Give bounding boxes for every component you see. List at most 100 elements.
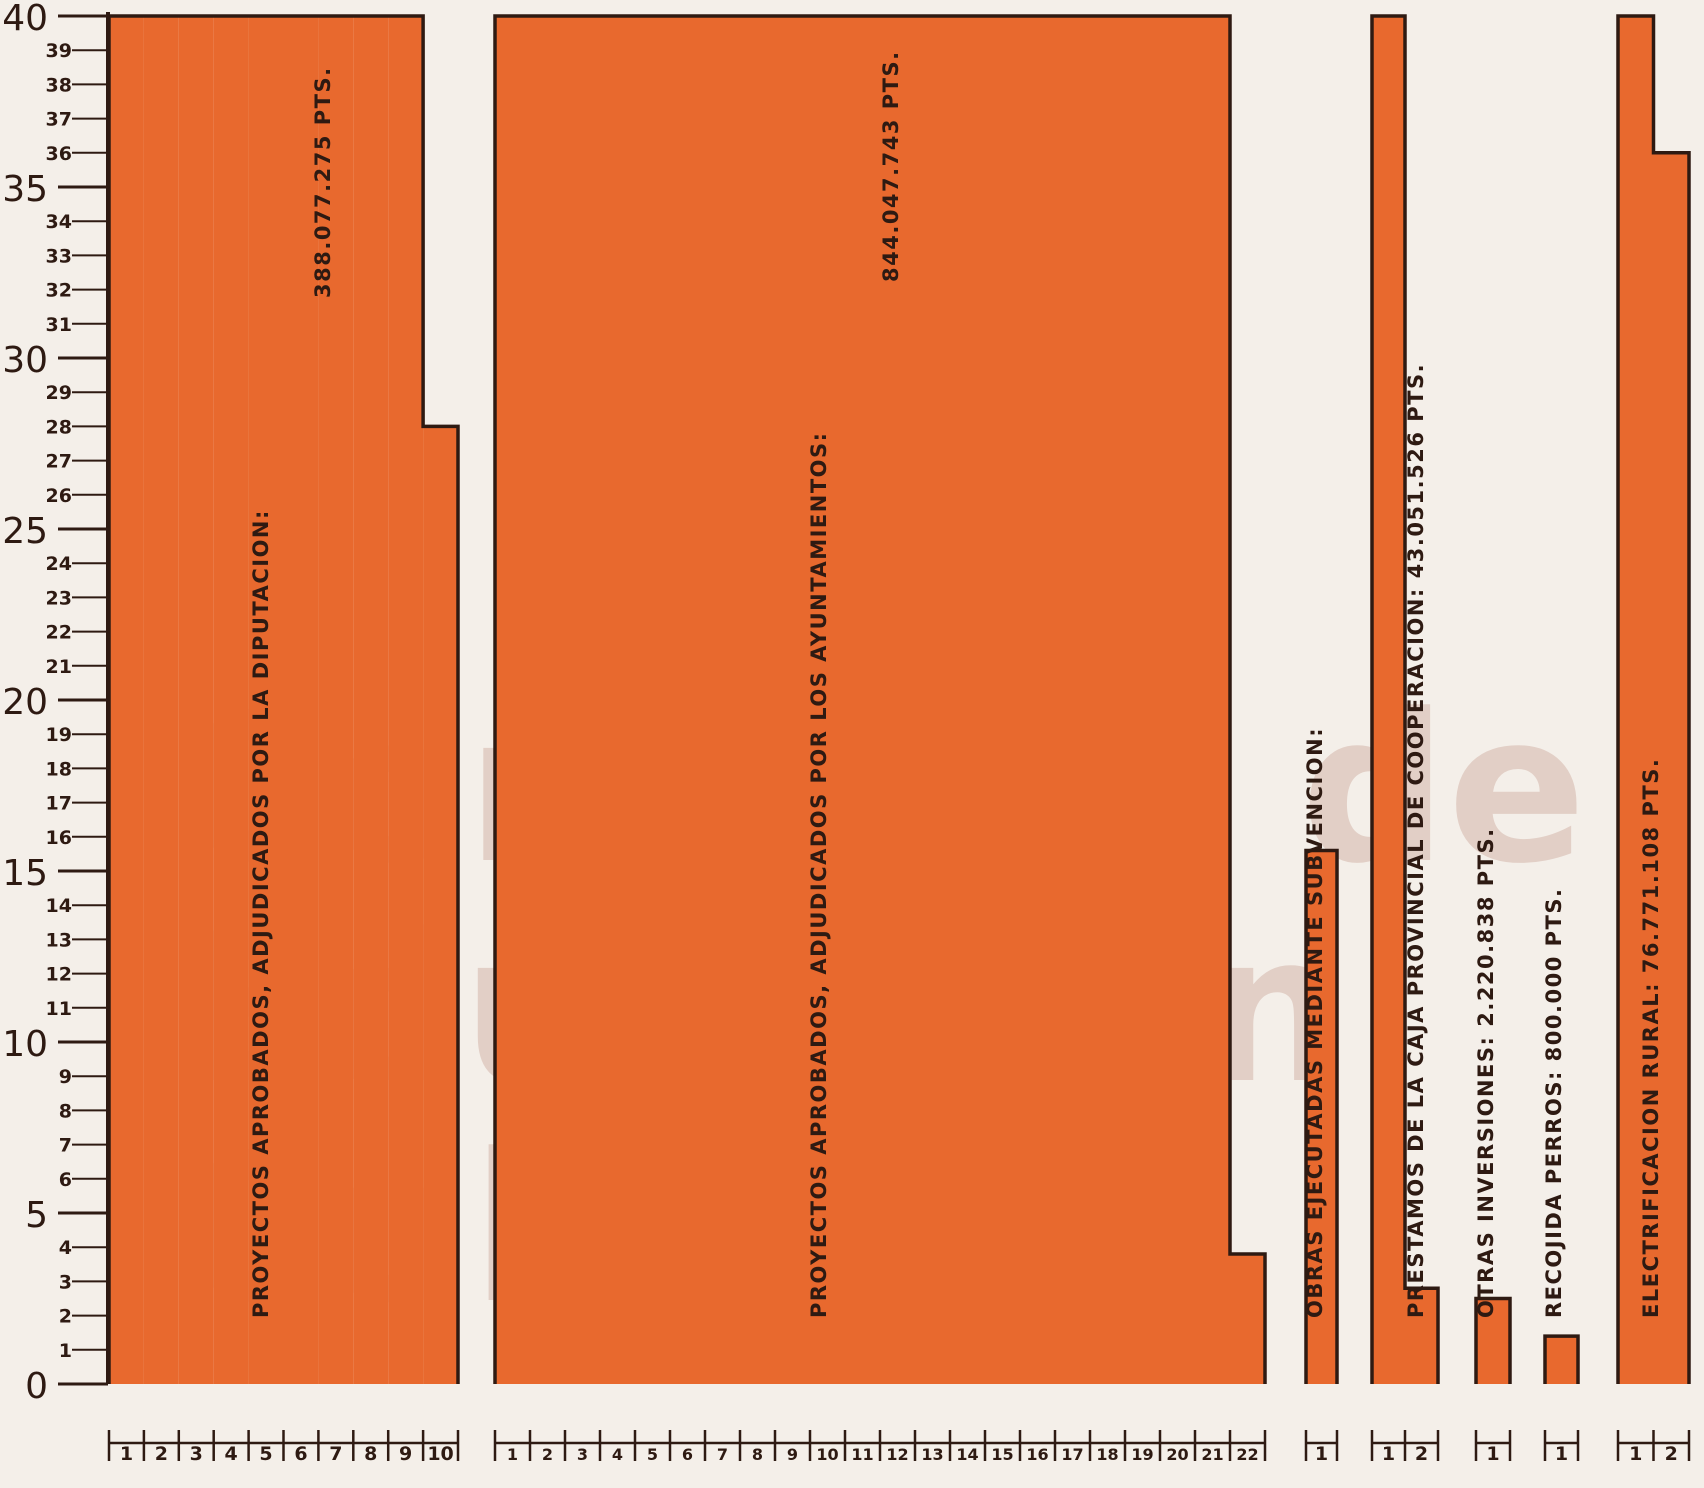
bar-ayuntamientos-13 (915, 16, 950, 1384)
bar-ayuntamientos-5 (635, 16, 670, 1384)
unit-scale-label: 8 (752, 1445, 763, 1464)
bar-perros-1 (1545, 1336, 1578, 1384)
y-tick-label: 9 (59, 1066, 72, 1088)
y-tick-label: 26 (46, 485, 72, 507)
bar-inversiones-1 (1476, 1298, 1510, 1384)
bar-ayuntamientos-3 (565, 16, 600, 1384)
bar-ayuntamientos-1 (495, 16, 530, 1384)
y-tick-label: 27 (46, 451, 72, 473)
y-tick-label: 10 (2, 1024, 48, 1065)
unit-scale-label: 21 (1201, 1445, 1223, 1464)
bar-diputacion-2 (143, 16, 179, 1384)
unit-scale-label: 2 (1415, 1443, 1428, 1465)
unit-scale-label: 9 (399, 1443, 412, 1465)
unit-scale-label: 1 (1315, 1443, 1328, 1465)
bar-diputacion-9 (388, 16, 424, 1384)
unit-scale-label: 15 (991, 1445, 1013, 1464)
bar-outline-subvencion (1304, 848, 1339, 1384)
y-tick-label: 3 (59, 1271, 72, 1293)
y-tick-label: 31 (46, 314, 72, 336)
unit-scale-label: 11 (851, 1445, 873, 1464)
bar-amount-diputacion: 388.077.275 PTS. (311, 66, 335, 298)
bar-ayuntamientos-20 (1160, 16, 1195, 1384)
unit-scale-label: 18 (1096, 1445, 1118, 1464)
unit-scale-label: 19 (1131, 1445, 1153, 1464)
y-tick-label: 19 (46, 724, 72, 746)
y-axis: 0510152025303540123467891112131416171819… (2, 0, 110, 1407)
bar-label-inversiones: OTRAS INVERSIONES: 2.220.838 PTS. (1474, 827, 1498, 1318)
bar-electrificacion-1 (1618, 16, 1654, 1384)
bar-outline-electrificacion (1616, 14, 1691, 1384)
bar-ayuntamientos-6 (670, 16, 705, 1384)
bar-label-perros: RECOJIDA PERROS: 800.000 PTS. (1542, 888, 1566, 1318)
y-tick-label: 18 (46, 758, 72, 780)
y-tick-label: 36 (46, 143, 72, 165)
y-tick-label: 14 (46, 895, 72, 917)
bar-group-inversiones: OTRAS INVERSIONES: 2.220.838 PTS. (1474, 827, 1512, 1384)
unit-scale-label: 10 (427, 1443, 453, 1465)
bar-group-perros: RECOJIDA PERROS: 800.000 PTS. (1542, 888, 1580, 1384)
bar-ayuntamientos-2 (530, 16, 565, 1384)
unit-scale-label: 3 (190, 1443, 203, 1465)
y-tick-label: 37 (46, 109, 72, 131)
bar-ayuntamientos-10 (810, 16, 845, 1384)
bar-group-ayuntamientos: PROYECTOS APROBADOS, ADJUDICADOS POR LOS… (493, 14, 1267, 1384)
bar-ayuntamientos-21 (1195, 16, 1230, 1384)
bar-ayuntamientos-7 (705, 16, 740, 1384)
bar-amount-ayuntamientos: 844.047.743 PTS. (879, 50, 903, 282)
bar-diputacion-8 (353, 16, 389, 1384)
bar-group-caja: PRESTAMOS DE LA CAJA PROVINCIAL DE COOPE… (1370, 14, 1440, 1384)
bar-group-electrificacion: ELECTRIFICACION RURAL: 76.771.108 PTS. (1616, 14, 1691, 1384)
bar-ayuntamientos-16 (1020, 16, 1055, 1384)
y-tick-label: 1 (59, 1340, 72, 1362)
unit-scale-label: 6 (294, 1443, 307, 1465)
unit-scale-label: 9 (787, 1445, 798, 1464)
unit-scale-diputacion: 1 2 3 4 5 6 7 8 9 10 (107, 1430, 460, 1465)
y-tick-label: 22 (46, 622, 72, 644)
bar-diputacion-6 (283, 16, 319, 1384)
y-tick-label: 15 (2, 853, 48, 894)
y-tick-label: 5 (25, 1195, 48, 1236)
y-tick-label: 4 (59, 1237, 72, 1259)
bar-label-diputacion: PROYECTOS APROBADOS, ADJUDICADOS POR LA … (249, 509, 273, 1318)
bar-group-diputacion: PROYECTOS APROBADOS, ADJUDICADOS POR LA … (107, 14, 460, 1384)
y-tick-label: 28 (46, 416, 72, 438)
bar-outline-ayuntamientos (493, 14, 1267, 1384)
bar-group-subvencion: OBRAS EJECUTADAS MEDIANTE SUBVENCION: (1303, 727, 1339, 1384)
bar-caja-2 (1405, 1288, 1438, 1384)
unit-scale-label: 1 (1382, 1443, 1395, 1465)
y-tick-label: 34 (46, 211, 72, 233)
y-tick-label: 24 (46, 553, 72, 575)
y-tick-label: 25 (2, 511, 48, 552)
y-tick-label: 29 (46, 382, 72, 404)
unit-scale-label: 5 (259, 1443, 272, 1465)
unit-scale-label: 4 (225, 1443, 238, 1465)
bar-electrificacion-2 (1653, 152, 1689, 1384)
bar-ayuntamientos-9 (775, 16, 810, 1384)
unit-scale-label: 1 (120, 1443, 133, 1465)
y-tick-label: 6 (59, 1169, 72, 1191)
bar-diputacion-3 (178, 16, 214, 1384)
unit-scale-label: 1 (1555, 1443, 1568, 1465)
y-tick-label: 39 (46, 40, 72, 62)
unit-scale-label: 2 (542, 1445, 553, 1464)
y-tick-label: 17 (46, 793, 72, 815)
unit-scale-label: 13 (921, 1445, 943, 1464)
bar-outline-perros (1543, 1334, 1580, 1384)
bar-diputacion-4 (213, 16, 249, 1384)
y-tick-label: 35 (2, 169, 48, 210)
bar-outline-diputacion (107, 14, 460, 1384)
bar-diputacion-10 (423, 426, 458, 1384)
unit-scale-label: 7 (329, 1443, 342, 1465)
bar-label-caja: PRESTAMOS DE LA CAJA PROVINCIAL DE COOPE… (1404, 363, 1428, 1318)
y-tick-label: 8 (59, 1100, 72, 1122)
unit-scale-label: 12 (886, 1445, 908, 1464)
unit-scale-label: 16 (1026, 1445, 1048, 1464)
bar-outline-inversiones (1474, 1296, 1512, 1384)
y-tick-label: 32 (46, 280, 72, 302)
unit-scale-label: 1 (1629, 1443, 1642, 1465)
unit-scale-perros: 1 (1543, 1430, 1580, 1465)
unit-scale-label: 10 (816, 1445, 838, 1464)
bar-label-electrificacion: ELECTRIFICACION RURAL: 76.771.108 PTS. (1639, 758, 1663, 1318)
